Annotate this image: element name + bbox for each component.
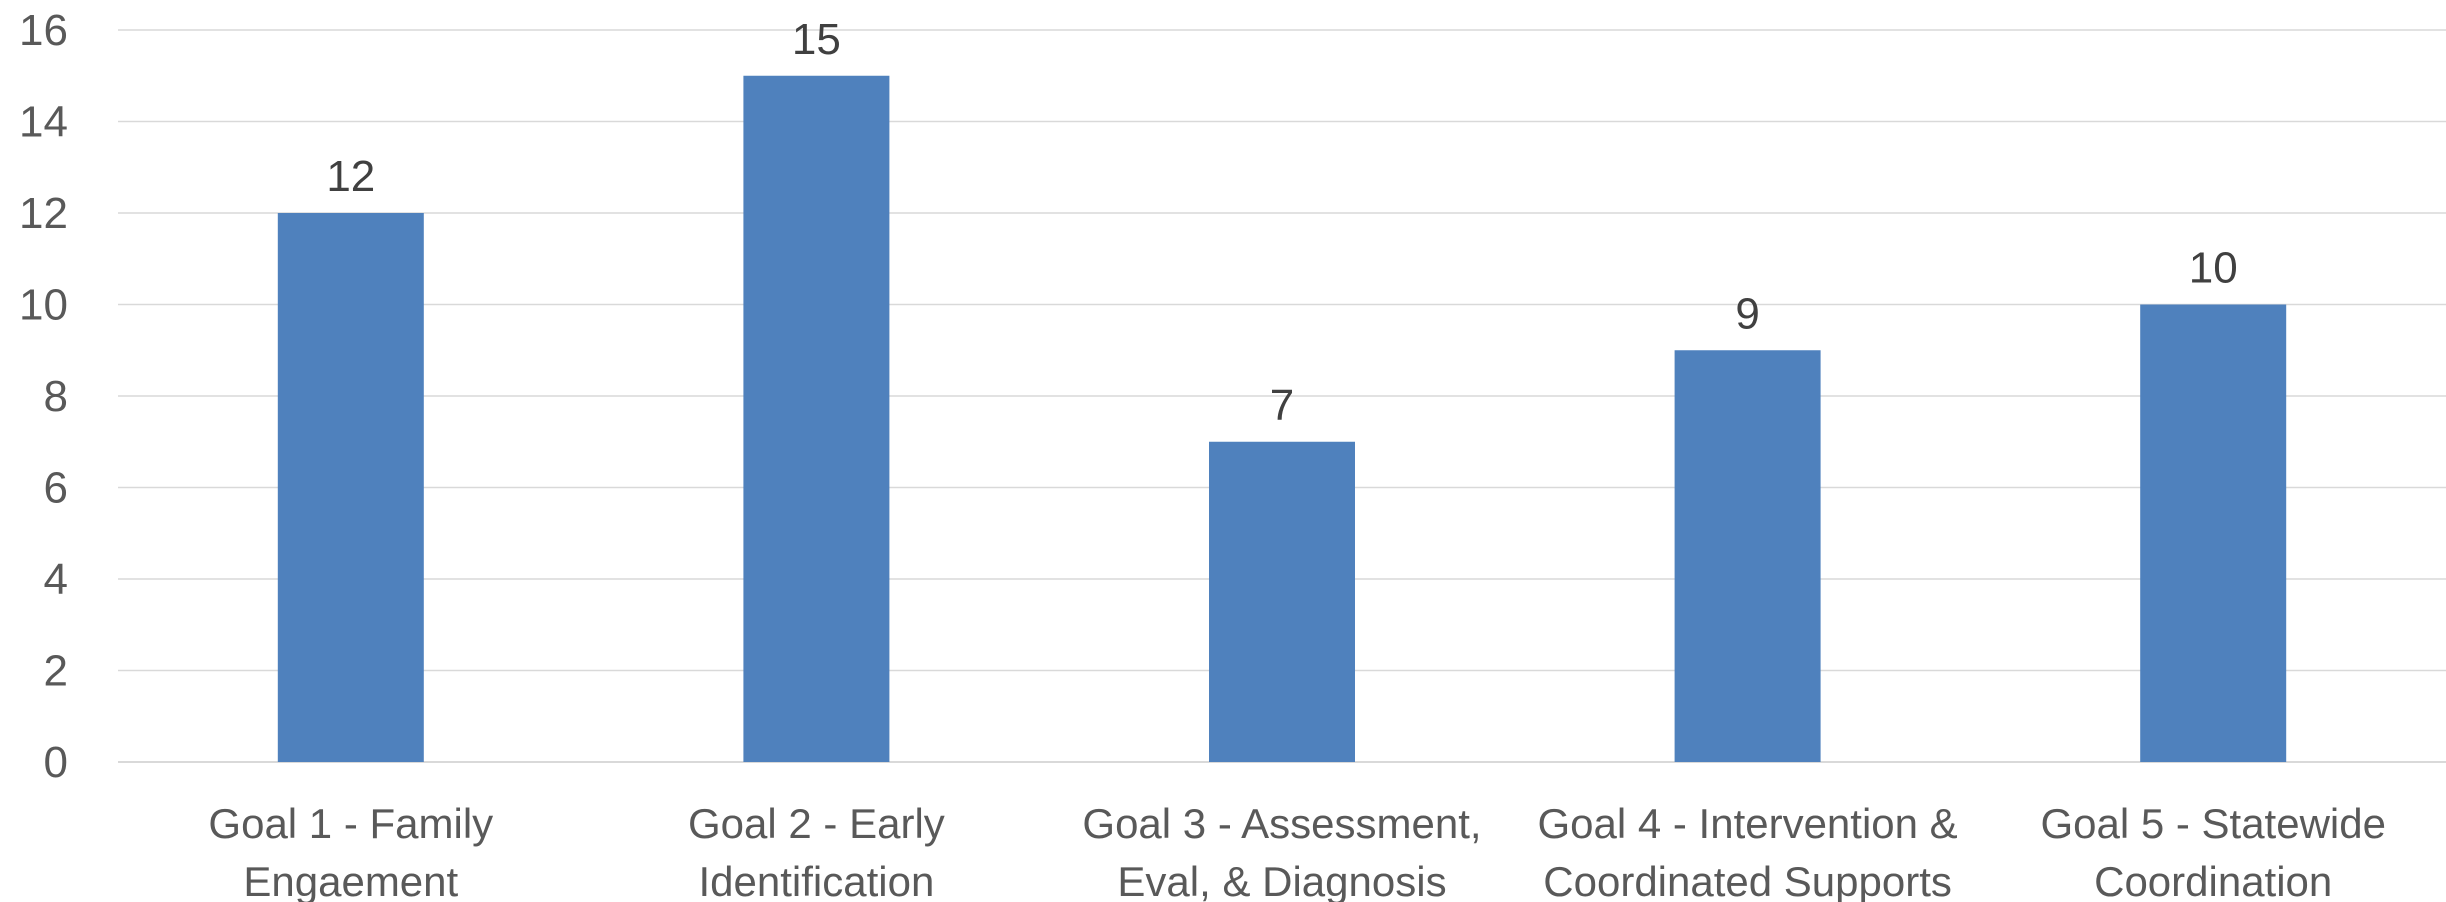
x-category-label: Goal 4 - Intervention & xyxy=(1537,800,1957,847)
x-category-label: Coordinated Supports xyxy=(1543,858,1952,902)
data-labels: 12 15 7 9 10 xyxy=(326,15,2237,430)
x-category-label: Eval, & Diagnosis xyxy=(1117,858,1446,902)
gridlines xyxy=(118,29,2446,763)
x-category-label: Engaement xyxy=(243,858,458,902)
bar-value-label: 10 xyxy=(2189,244,2238,293)
x-category-label: Coordination xyxy=(2094,858,2332,902)
bars xyxy=(277,75,2287,762)
y-tick-label: 0 xyxy=(44,738,68,787)
x-axis-categories: Goal 1 - Family Engaement Goal 2 - Early Id… xyxy=(208,800,2386,902)
x-category-label: Goal 2 - Early xyxy=(688,800,945,847)
bar xyxy=(1209,441,1355,762)
y-tick-label: 4 xyxy=(44,555,68,604)
bar-value-label: 12 xyxy=(326,152,375,201)
bar xyxy=(743,75,890,762)
bar xyxy=(2140,304,2287,762)
y-axis-ticks: 0 2 4 6 8 10 12 14 16 xyxy=(19,6,68,787)
x-category-label: Identification xyxy=(698,858,934,902)
bar xyxy=(277,213,424,762)
x-category-label: Goal 5 - Statewide xyxy=(2040,800,2386,847)
bar xyxy=(1674,350,1821,762)
y-tick-label: 10 xyxy=(19,281,68,330)
bar-value-label: 15 xyxy=(792,15,841,64)
y-tick-label: 8 xyxy=(44,372,68,421)
x-category-label: Goal 1 - Family xyxy=(208,800,493,847)
y-tick-label: 12 xyxy=(19,189,68,238)
x-category-label: Goal 3 - Assessment, xyxy=(1082,800,1481,847)
bar-value-label: 9 xyxy=(1735,289,1759,338)
y-tick-label: 14 xyxy=(19,98,68,147)
y-tick-label: 16 xyxy=(19,6,68,55)
bar-value-label: 7 xyxy=(1270,381,1294,430)
y-tick-label: 2 xyxy=(44,647,68,696)
y-tick-label: 6 xyxy=(44,464,68,513)
